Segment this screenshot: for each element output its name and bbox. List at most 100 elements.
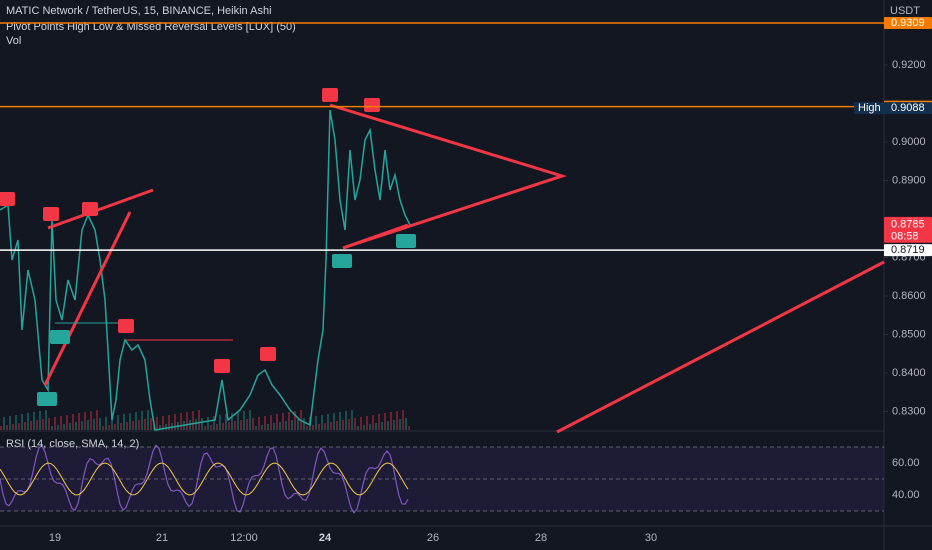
price-tick-label: 0.8900 <box>892 174 926 186</box>
volume-bar <box>129 413 131 430</box>
price-tag <box>884 17 932 30</box>
volume-bar <box>42 419 44 430</box>
volume-bar <box>198 410 200 430</box>
volume-bar <box>276 414 278 430</box>
volume-bar <box>21 414 23 430</box>
pivot-high-marker <box>214 359 230 373</box>
volume-bar <box>384 413 386 430</box>
volume-bar <box>39 411 41 430</box>
volume-bar <box>231 413 233 430</box>
price-tick-label: 0.8600 <box>892 290 926 302</box>
pivot-high-marker <box>0 192 15 206</box>
volume-bar <box>318 424 320 430</box>
volume-bar <box>270 415 272 430</box>
time-label: 28 <box>535 532 547 544</box>
pivot-low-marker <box>396 234 416 248</box>
volume-bar <box>69 423 71 430</box>
volume-bar <box>111 416 113 430</box>
volume-bar <box>315 416 317 430</box>
volume-bar <box>33 412 35 430</box>
tag-name: High <box>858 102 881 114</box>
volume-bar <box>117 415 119 430</box>
volume-bar <box>267 424 269 430</box>
price-tick-label: 0.9000 <box>892 136 926 148</box>
volume-bars <box>0 410 410 430</box>
price-tick-label: 0.8400 <box>892 367 926 379</box>
volume-bar <box>213 416 215 430</box>
volume-bar <box>51 426 53 430</box>
volume-bar <box>273 423 275 430</box>
price-tick-label: 0.9200 <box>892 59 926 71</box>
volume-bar <box>27 413 29 430</box>
tag-name-bg <box>854 102 884 115</box>
pivot-high-marker <box>364 98 380 112</box>
volume-bar <box>405 418 407 430</box>
volume-bar <box>57 425 59 430</box>
volume-bar <box>342 420 344 430</box>
volume-bar <box>222 423 224 430</box>
price-tick-label: 0.8300 <box>892 405 926 417</box>
volume-bar <box>378 414 380 430</box>
time-label: 24 <box>319 532 332 544</box>
volume-bar <box>240 420 242 430</box>
volume-bar <box>84 412 86 430</box>
volume-bar <box>18 423 20 430</box>
rsi-tick-label: 60.00 <box>892 457 920 469</box>
volume-bar <box>234 421 236 430</box>
volume-bar <box>36 420 38 430</box>
volume-bar <box>291 420 293 430</box>
time-label: 12:00 <box>230 532 258 544</box>
volume-bar <box>354 418 356 430</box>
price-tag <box>884 244 932 257</box>
volume-bar <box>120 423 122 430</box>
volume-bar <box>132 421 134 430</box>
volume-bar <box>3 417 5 430</box>
volume-bar <box>399 419 401 430</box>
time-label: 30 <box>645 532 657 544</box>
volume-bar <box>219 415 221 430</box>
rsi-line <box>0 444 409 514</box>
volume-bar <box>390 412 392 430</box>
volume-bar <box>336 421 338 430</box>
volume-bar <box>168 415 170 430</box>
pivot-high-marker <box>82 202 98 216</box>
time-label: 19 <box>49 532 61 544</box>
volume-bar <box>330 422 332 430</box>
volume-bar <box>288 412 290 430</box>
volume-bar <box>237 412 239 430</box>
volume-bar <box>24 422 26 430</box>
volume-bar <box>306 426 308 430</box>
volume-bar <box>159 425 161 430</box>
volume-bar <box>360 417 362 430</box>
rsi-tick-label: 40.00 <box>892 489 920 501</box>
volume-bar <box>351 410 353 430</box>
volume-bar <box>252 418 254 430</box>
volume-bar <box>255 426 257 430</box>
price-tag <box>884 102 932 115</box>
volume-bar <box>123 414 125 430</box>
volume-bar <box>189 420 191 430</box>
volume-bar <box>366 416 368 430</box>
volume-bar <box>393 420 395 430</box>
volume-bar <box>294 411 296 430</box>
volume-bar <box>162 416 164 430</box>
volume-bar <box>66 415 68 430</box>
volume-bar <box>81 421 83 430</box>
volume-bar <box>126 422 128 430</box>
volume-bar <box>87 420 89 430</box>
volume-bar <box>144 419 146 430</box>
volume-bar <box>327 414 329 430</box>
indicator-title: Pivot Points High Low & Missed Reversal … <box>6 21 296 33</box>
volume-bar <box>297 419 299 430</box>
volume-bar <box>357 426 359 430</box>
volume-bar <box>228 422 230 430</box>
volume-bar <box>372 415 374 430</box>
volume-bar <box>246 419 248 430</box>
volume-bar <box>9 416 11 430</box>
volume-bar <box>303 418 305 430</box>
volume-bar <box>216 424 218 430</box>
volume-bar <box>210 425 212 430</box>
volume-bar <box>75 422 77 430</box>
time-label: 26 <box>427 532 439 544</box>
